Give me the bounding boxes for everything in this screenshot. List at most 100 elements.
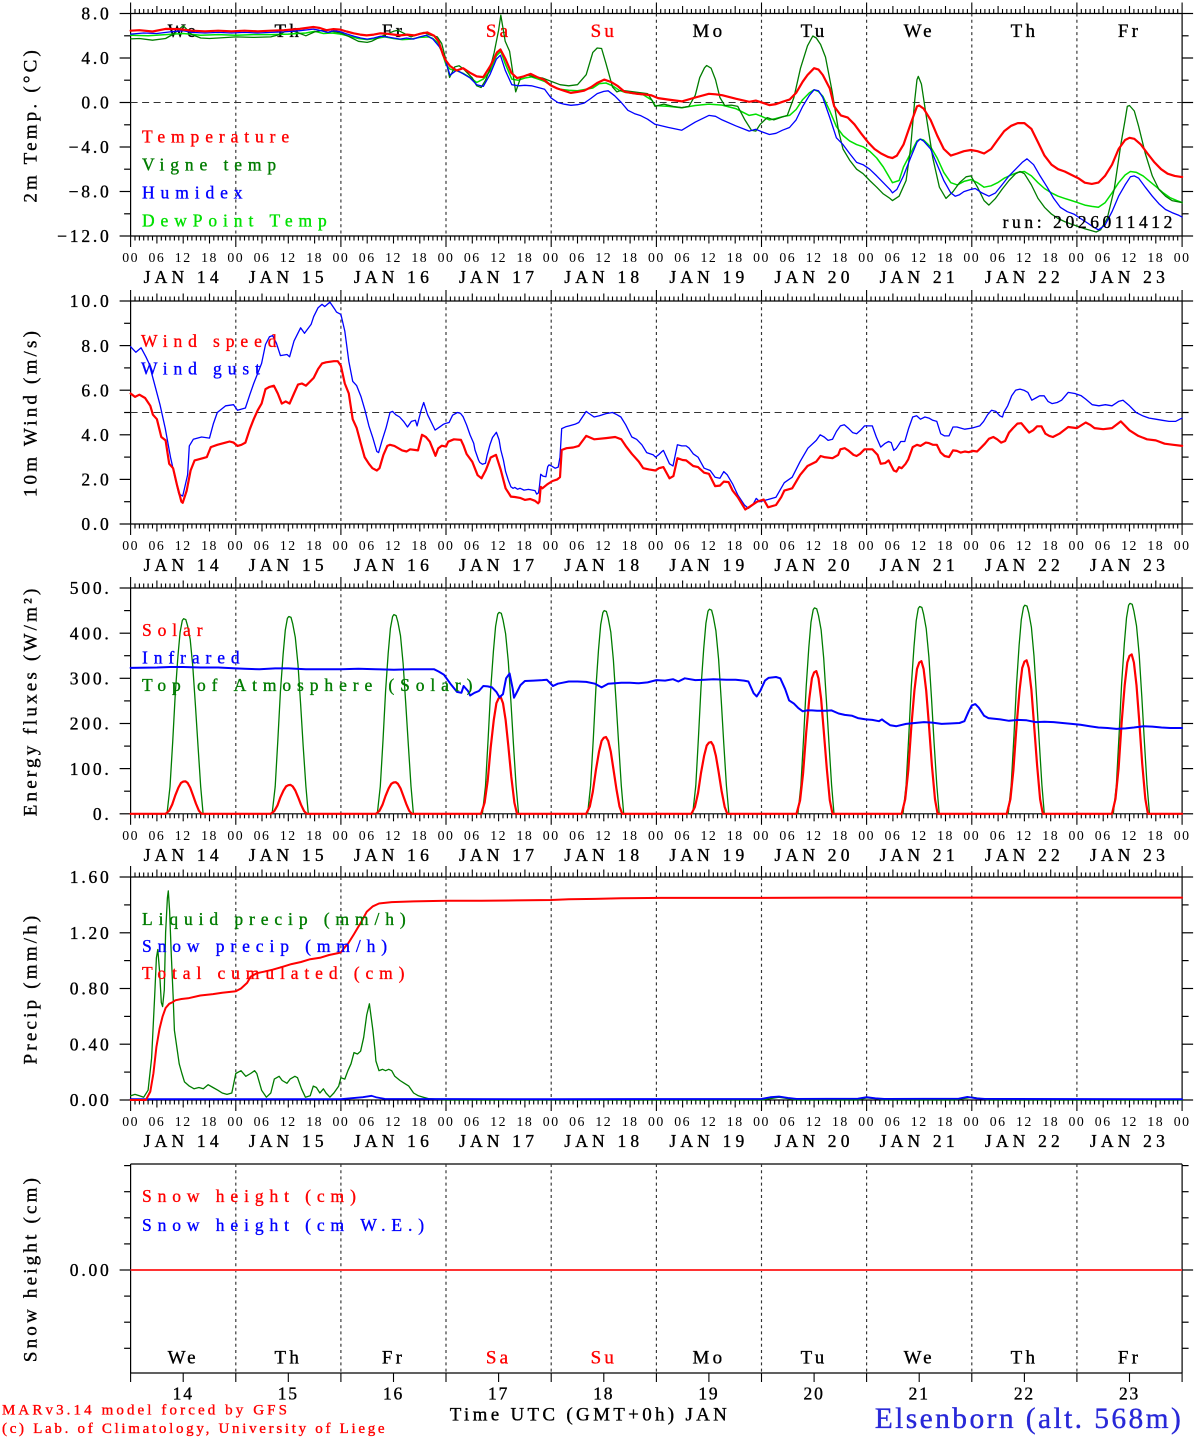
svg-text:18: 18	[1147, 1114, 1164, 1129]
svg-text:06: 06	[779, 1114, 796, 1129]
svg-text:18: 18	[517, 538, 534, 553]
svg-text:18: 18	[1042, 828, 1059, 843]
svg-text:JAN 23: JAN 23	[1090, 845, 1169, 865]
svg-text:06: 06	[359, 538, 376, 553]
svg-text:00: 00	[648, 250, 665, 265]
svg-text:00: 00	[227, 538, 244, 553]
svg-text:00: 00	[963, 828, 980, 843]
svg-text:12: 12	[911, 1114, 928, 1129]
svg-text:18: 18	[411, 828, 428, 843]
svg-text:06: 06	[464, 828, 481, 843]
svg-text:100.: 100.	[70, 759, 112, 779]
svg-text:12: 12	[490, 538, 507, 553]
svg-text:2.0: 2.0	[81, 470, 111, 490]
svg-text:06: 06	[359, 250, 376, 265]
svg-text:18: 18	[727, 828, 744, 843]
svg-text:18: 18	[201, 538, 218, 553]
svg-text:00: 00	[648, 538, 665, 553]
svg-text:06: 06	[779, 250, 796, 265]
svg-text:06: 06	[359, 828, 376, 843]
svg-text:00: 00	[1069, 828, 1086, 843]
svg-text:12: 12	[175, 828, 192, 843]
svg-text:06: 06	[254, 828, 271, 843]
svg-text:Liquid precip (mm/h): Liquid precip (mm/h)	[142, 909, 412, 929]
svg-text:16: 16	[383, 1384, 404, 1404]
svg-text:Snow height (cm W.E.): Snow height (cm W.E.)	[142, 1215, 430, 1235]
svg-text:Precip (mm/h): Precip (mm/h)	[21, 913, 42, 1065]
svg-text:MARv3.14 model forced by GFS: MARv3.14 model forced by GFS	[2, 1403, 290, 1419]
svg-text:JAN 19: JAN 19	[669, 845, 748, 865]
svg-text:06: 06	[1095, 828, 1112, 843]
svg-text:06: 06	[464, 1114, 481, 1129]
svg-text:JAN 19: JAN 19	[669, 1131, 748, 1151]
svg-text:Elsenborn (alt. 568m): Elsenborn (alt. 568m)	[875, 1403, 1183, 1435]
svg-text:12: 12	[911, 250, 928, 265]
svg-text:Top of Atmosphere (Solar): Top of Atmosphere (Solar)	[142, 675, 478, 695]
svg-text:JAN 23: JAN 23	[1090, 267, 1169, 287]
svg-text:12: 12	[280, 250, 297, 265]
svg-text:18: 18	[832, 1114, 849, 1129]
svg-text:12: 12	[385, 1114, 402, 1129]
svg-text:12: 12	[701, 828, 718, 843]
svg-text:21: 21	[909, 1384, 930, 1404]
svg-text:JAN 19: JAN 19	[669, 555, 748, 575]
svg-text:JAN 21: JAN 21	[880, 555, 959, 575]
svg-text:12: 12	[175, 250, 192, 265]
svg-text:06: 06	[1095, 538, 1112, 553]
svg-text:Energy fluxes (W/m²): Energy fluxes (W/m²)	[21, 585, 42, 816]
svg-text:6.0: 6.0	[81, 380, 111, 400]
svg-text:Fr: Fr	[1118, 21, 1141, 42]
svg-text:JAN 15: JAN 15	[249, 1131, 328, 1151]
svg-text:4.0: 4.0	[81, 425, 111, 445]
svg-text:18: 18	[411, 538, 428, 553]
svg-text:Sa: Sa	[486, 1348, 511, 1369]
svg-text:00: 00	[963, 1114, 980, 1129]
svg-text:18: 18	[517, 828, 534, 843]
svg-text:−12.0: −12.0	[57, 226, 112, 246]
svg-text:18: 18	[517, 250, 534, 265]
svg-text:00: 00	[438, 538, 455, 553]
svg-text:Humidex: Humidex	[142, 183, 248, 203]
svg-text:JAN 14: JAN 14	[144, 555, 223, 575]
svg-text:18: 18	[306, 250, 323, 265]
svg-text:18: 18	[832, 538, 849, 553]
svg-text:18: 18	[727, 1114, 744, 1129]
svg-text:18: 18	[1042, 1114, 1059, 1129]
svg-text:JAN 16: JAN 16	[354, 555, 433, 575]
svg-text:JAN 20: JAN 20	[775, 267, 854, 287]
svg-text:18: 18	[937, 828, 954, 843]
svg-text:JAN 21: JAN 21	[880, 267, 959, 287]
svg-text:Tu: Tu	[801, 21, 828, 42]
svg-text:12: 12	[595, 538, 612, 553]
svg-text:JAN 14: JAN 14	[144, 845, 223, 865]
svg-text:JAN 14: JAN 14	[144, 267, 223, 287]
svg-text:12: 12	[806, 538, 823, 553]
svg-text:Su: Su	[591, 1348, 617, 1369]
svg-text:JAN 14: JAN 14	[144, 1131, 223, 1151]
svg-text:18: 18	[411, 250, 428, 265]
svg-text:JAN 16: JAN 16	[354, 845, 433, 865]
svg-text:JAN 20: JAN 20	[775, 845, 854, 865]
svg-text:Tu: Tu	[801, 1348, 828, 1369]
svg-text:JAN 15: JAN 15	[249, 267, 328, 287]
svg-text:300.: 300.	[70, 669, 112, 689]
svg-text:12: 12	[490, 250, 507, 265]
svg-text:JAN 23: JAN 23	[1090, 555, 1169, 575]
svg-text:18: 18	[622, 828, 639, 843]
svg-text:Th: Th	[1011, 21, 1039, 42]
svg-text:12: 12	[595, 250, 612, 265]
svg-text:06: 06	[885, 538, 902, 553]
svg-text:0.0: 0.0	[81, 93, 111, 113]
svg-text:00: 00	[963, 250, 980, 265]
svg-text:Th: Th	[1011, 1348, 1039, 1369]
svg-text:19: 19	[698, 1384, 719, 1404]
svg-text:JAN 21: JAN 21	[880, 845, 959, 865]
svg-text:JAN 17: JAN 17	[459, 845, 538, 865]
svg-text:We: We	[168, 1348, 199, 1369]
svg-text:06: 06	[149, 538, 166, 553]
svg-text:12: 12	[1121, 1114, 1138, 1129]
svg-text:12: 12	[595, 828, 612, 843]
svg-text:200.: 200.	[70, 714, 112, 734]
svg-text:JAN 17: JAN 17	[459, 1131, 538, 1151]
svg-text:Snow height (cm): Snow height (cm)	[21, 1175, 42, 1362]
